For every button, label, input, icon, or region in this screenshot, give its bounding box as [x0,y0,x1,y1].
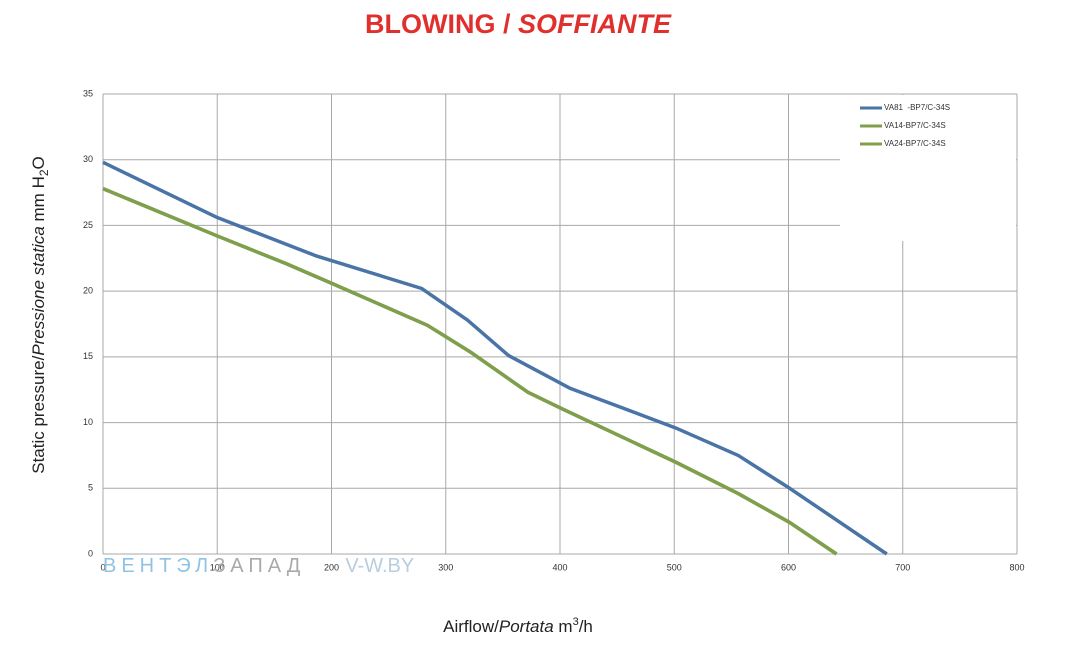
watermark-part: ВЕНТЭЛ [103,555,213,577]
x-tick-label: 400 [552,562,567,572]
legend-box [840,95,1016,241]
x-tick-label: 100 [210,562,225,572]
watermark-part: ЗАПАД [213,555,305,577]
y-axis-label: Static pressure/Pressione statica mm H2O [29,156,51,474]
x-axis-label: Airflow/Portata m3/h [443,616,593,637]
x-tick-label: 700 [895,562,910,572]
xlabel-sup: 3 [573,616,579,628]
ylabel-unit: mm H [29,176,48,226]
title-italic: SOFFIANTE [518,9,672,39]
y-tick-label: 5 [88,483,93,493]
title-plain: BLOWING / [365,9,518,39]
x-tick-label: 0 [100,562,105,572]
ylabel-sub: 2 [37,169,51,176]
xlabel-plain: Airflow/ [443,617,499,636]
y-tick-label: 30 [83,154,93,164]
y-tick-label: 15 [83,351,93,361]
xlabel-end: /h [579,617,593,636]
legend-label: VA81 -BP7/C-34S [884,103,950,112]
watermark: ВЕНТЭЛЗАПАД V-W.BY [103,555,414,577]
series-line [102,187,838,556]
grid: 0 5 10 15 20 25 30 35 0 100 200 300 400 500 600 700 800 [83,88,1025,572]
legend-label: VA14-BP7/C-34S [884,121,946,130]
y-tick-label: 0 [88,548,93,558]
watermark-part: V-W.BY [345,555,414,577]
xlabel-italic: Portata [499,617,554,636]
xlabel-unit: m [554,617,573,636]
x-tick-label: 800 [1009,562,1024,572]
y-tick-label: 25 [83,220,93,230]
legend-label: VA24-BP7/C-34S [884,139,946,148]
ylabel-plain: Static pressure/ [29,355,48,473]
legend: VA81 -BP7/C-34S VA14-BP7/C-34S VA24-BP7/C-… [840,95,1016,241]
series-line [102,160,888,556]
x-tick-label: 300 [438,562,453,572]
plot [102,160,888,556]
y-tick-label: 10 [83,417,93,427]
y-tick-label: 20 [83,286,93,296]
y-tick-label: 35 [83,88,93,98]
chart-title: BLOWING / SOFFIANTE [365,9,672,39]
x-tick-label: 200 [324,562,339,572]
ylabel-end: O [29,156,48,169]
ylabel-italic: Pressione statica [29,226,48,355]
series-line [102,187,838,556]
x-tick-label: 600 [781,562,796,572]
x-tick-label: 500 [667,562,682,572]
